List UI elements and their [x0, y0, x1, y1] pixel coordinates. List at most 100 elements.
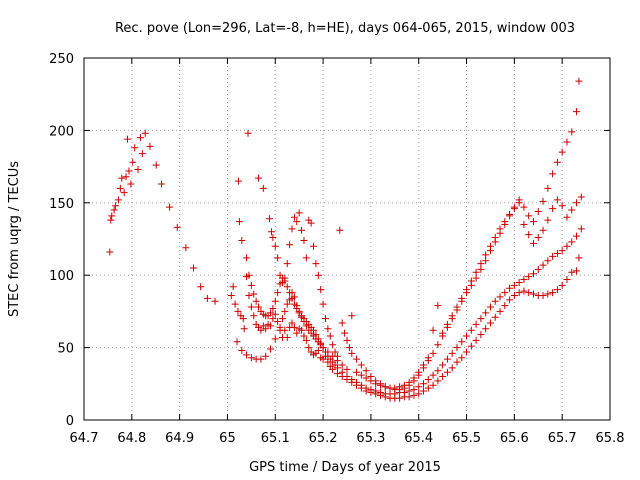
data-point — [520, 221, 528, 229]
y-tick-label: 50 — [57, 342, 74, 357]
data-point — [520, 276, 528, 284]
data-point — [295, 309, 303, 317]
data-point — [510, 291, 518, 299]
data-point — [302, 254, 310, 262]
data-point — [510, 281, 518, 289]
data-point — [491, 234, 499, 242]
data-point — [558, 148, 566, 156]
data-point — [434, 341, 442, 349]
data-point — [573, 267, 581, 275]
data-point — [247, 303, 255, 311]
data-point — [372, 380, 380, 388]
data-point — [539, 226, 547, 234]
data-point — [298, 326, 306, 334]
plot-frame — [83, 57, 611, 421]
y-axis-title: STEC from uqrg / TECUs — [7, 161, 22, 317]
data-point — [529, 218, 537, 226]
data-point — [110, 206, 118, 214]
data-point — [245, 291, 253, 299]
data-point — [353, 355, 361, 363]
x-tick-label: 65 — [219, 431, 236, 446]
x-tick-label: 65.7 — [548, 431, 577, 446]
data-point — [239, 315, 247, 323]
data-point — [486, 319, 494, 327]
data-point — [391, 384, 399, 392]
data-point — [575, 77, 583, 85]
data-point — [343, 365, 351, 373]
x-tick-label: 65.3 — [356, 431, 385, 446]
data-point — [278, 315, 286, 323]
data-point — [331, 348, 339, 356]
data-point — [118, 174, 126, 182]
data-point — [295, 209, 303, 217]
data-point — [434, 377, 442, 385]
data-point — [424, 354, 432, 362]
data-point — [131, 144, 139, 152]
data-point — [353, 368, 361, 376]
data-point — [563, 276, 571, 284]
data-point — [173, 223, 181, 231]
data-point — [262, 325, 270, 333]
data-point — [234, 177, 242, 185]
data-point — [234, 307, 242, 315]
data-point — [544, 257, 552, 265]
data-point — [293, 329, 301, 337]
data-point — [300, 236, 308, 244]
data-point — [506, 284, 514, 292]
data-point — [472, 320, 480, 328]
data-point — [166, 203, 174, 211]
data-point — [558, 202, 566, 210]
data-point — [333, 357, 341, 365]
data-point — [312, 260, 320, 268]
data-point — [420, 387, 428, 395]
data-point — [376, 381, 384, 389]
data-point — [491, 313, 499, 321]
data-point — [238, 236, 246, 244]
data-point — [544, 184, 552, 192]
data-point — [420, 380, 428, 388]
data-point — [463, 332, 471, 340]
data-point — [255, 303, 263, 311]
data-point — [276, 323, 284, 331]
data-point — [568, 206, 576, 214]
data-point — [515, 289, 523, 297]
data-point — [269, 234, 277, 242]
data-point — [203, 294, 211, 302]
data-point — [231, 300, 239, 308]
data-point — [243, 254, 251, 262]
data-point — [348, 349, 356, 357]
data-point — [290, 323, 298, 331]
data-point — [197, 283, 205, 291]
data-point — [250, 312, 258, 320]
data-point — [290, 300, 298, 308]
data-point — [453, 344, 461, 352]
x-tick-label: 65.6 — [500, 431, 529, 446]
data-point — [136, 134, 144, 142]
data-point — [573, 232, 581, 240]
data-point — [362, 384, 370, 392]
data-point — [458, 294, 466, 302]
data-point — [415, 390, 423, 398]
data-point — [266, 215, 274, 223]
data-point — [544, 290, 552, 298]
data-point — [376, 388, 384, 396]
data-point — [257, 355, 265, 363]
data-point — [400, 381, 408, 389]
data-point — [553, 158, 561, 166]
data-point — [266, 309, 274, 317]
data-point — [539, 197, 547, 205]
data-point — [568, 238, 576, 246]
data-point — [501, 302, 509, 310]
data-point — [116, 184, 124, 192]
data-point — [472, 268, 480, 276]
data-point — [120, 189, 128, 197]
data-point — [439, 361, 447, 369]
data-point — [529, 270, 537, 278]
data-point — [319, 344, 327, 352]
data-point — [211, 297, 219, 305]
data-point — [348, 312, 356, 320]
data-point — [314, 346, 322, 354]
data-point — [472, 336, 480, 344]
y-tick-label: 200 — [49, 124, 74, 139]
data-point — [429, 381, 437, 389]
